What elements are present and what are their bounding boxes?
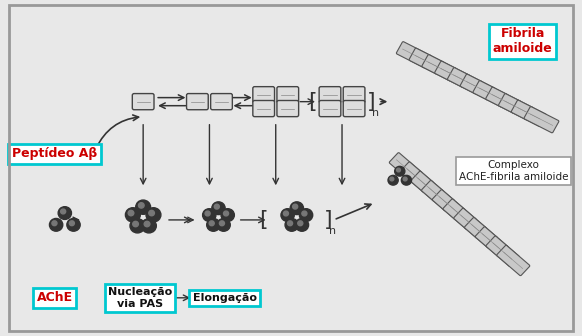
Circle shape xyxy=(221,209,235,221)
FancyBboxPatch shape xyxy=(460,74,495,100)
FancyBboxPatch shape xyxy=(396,42,431,68)
Text: [: [ xyxy=(308,92,317,112)
Circle shape xyxy=(396,168,400,172)
Circle shape xyxy=(69,221,74,226)
FancyBboxPatch shape xyxy=(473,81,508,107)
Circle shape xyxy=(288,221,293,226)
Circle shape xyxy=(214,204,219,209)
FancyBboxPatch shape xyxy=(411,171,444,202)
Circle shape xyxy=(285,218,299,231)
FancyBboxPatch shape xyxy=(524,107,559,133)
Text: Complexo
AChE-fibrila amiloide: Complexo AChE-fibrila amiloide xyxy=(459,160,569,182)
Circle shape xyxy=(223,211,229,216)
FancyBboxPatch shape xyxy=(512,100,546,126)
FancyBboxPatch shape xyxy=(253,87,275,103)
Circle shape xyxy=(203,209,216,221)
FancyBboxPatch shape xyxy=(432,190,465,220)
FancyBboxPatch shape xyxy=(443,199,476,229)
FancyBboxPatch shape xyxy=(277,100,299,117)
Circle shape xyxy=(395,166,405,176)
FancyBboxPatch shape xyxy=(187,94,208,110)
Circle shape xyxy=(217,218,230,231)
Circle shape xyxy=(141,219,157,233)
Circle shape xyxy=(299,209,313,221)
FancyBboxPatch shape xyxy=(454,208,487,239)
FancyBboxPatch shape xyxy=(319,100,341,117)
Circle shape xyxy=(128,210,134,216)
FancyBboxPatch shape xyxy=(389,153,423,183)
Circle shape xyxy=(146,208,161,222)
Text: Fibrila
amiloide: Fibrila amiloide xyxy=(493,27,553,55)
Circle shape xyxy=(61,209,66,214)
FancyBboxPatch shape xyxy=(409,48,444,74)
Circle shape xyxy=(390,177,394,181)
FancyBboxPatch shape xyxy=(253,100,275,117)
Circle shape xyxy=(139,203,144,208)
Text: AChE: AChE xyxy=(37,291,73,304)
Circle shape xyxy=(52,221,57,226)
Circle shape xyxy=(388,175,398,185)
Circle shape xyxy=(293,204,297,209)
Text: ]: ] xyxy=(324,210,332,230)
FancyBboxPatch shape xyxy=(475,227,508,257)
Text: n: n xyxy=(372,108,379,118)
Text: Nucleação
via PAS: Nucleação via PAS xyxy=(108,287,172,308)
Circle shape xyxy=(283,211,289,216)
Circle shape xyxy=(298,221,303,226)
FancyBboxPatch shape xyxy=(343,87,365,103)
FancyBboxPatch shape xyxy=(499,94,533,120)
Circle shape xyxy=(281,209,294,221)
Circle shape xyxy=(207,218,220,231)
Circle shape xyxy=(209,221,214,226)
FancyBboxPatch shape xyxy=(448,68,482,94)
Circle shape xyxy=(402,175,411,185)
Text: [: [ xyxy=(258,210,267,230)
Circle shape xyxy=(125,208,140,222)
Circle shape xyxy=(295,218,308,231)
Circle shape xyxy=(133,221,139,227)
Circle shape xyxy=(205,211,210,216)
FancyBboxPatch shape xyxy=(421,180,455,211)
Text: Peptídeo Aβ: Peptídeo Aβ xyxy=(12,147,97,160)
Circle shape xyxy=(136,200,151,214)
Text: ]: ] xyxy=(367,92,376,112)
FancyBboxPatch shape xyxy=(435,61,470,87)
Circle shape xyxy=(49,218,63,231)
Circle shape xyxy=(403,177,407,181)
FancyBboxPatch shape xyxy=(486,87,520,113)
FancyBboxPatch shape xyxy=(343,100,365,117)
FancyBboxPatch shape xyxy=(464,217,498,248)
Circle shape xyxy=(149,210,154,216)
Circle shape xyxy=(58,207,72,219)
Circle shape xyxy=(67,218,80,231)
Circle shape xyxy=(302,211,307,216)
FancyBboxPatch shape xyxy=(486,236,519,266)
FancyBboxPatch shape xyxy=(277,87,299,103)
Circle shape xyxy=(212,202,225,215)
FancyBboxPatch shape xyxy=(211,94,232,110)
Circle shape xyxy=(219,221,225,226)
Text: Elongação: Elongação xyxy=(193,293,257,303)
FancyBboxPatch shape xyxy=(319,87,341,103)
FancyBboxPatch shape xyxy=(132,94,154,110)
FancyBboxPatch shape xyxy=(422,55,457,81)
Circle shape xyxy=(130,219,145,233)
Text: n: n xyxy=(329,226,336,237)
Circle shape xyxy=(290,202,303,215)
Circle shape xyxy=(144,221,150,227)
FancyBboxPatch shape xyxy=(497,245,530,276)
FancyBboxPatch shape xyxy=(400,162,433,192)
